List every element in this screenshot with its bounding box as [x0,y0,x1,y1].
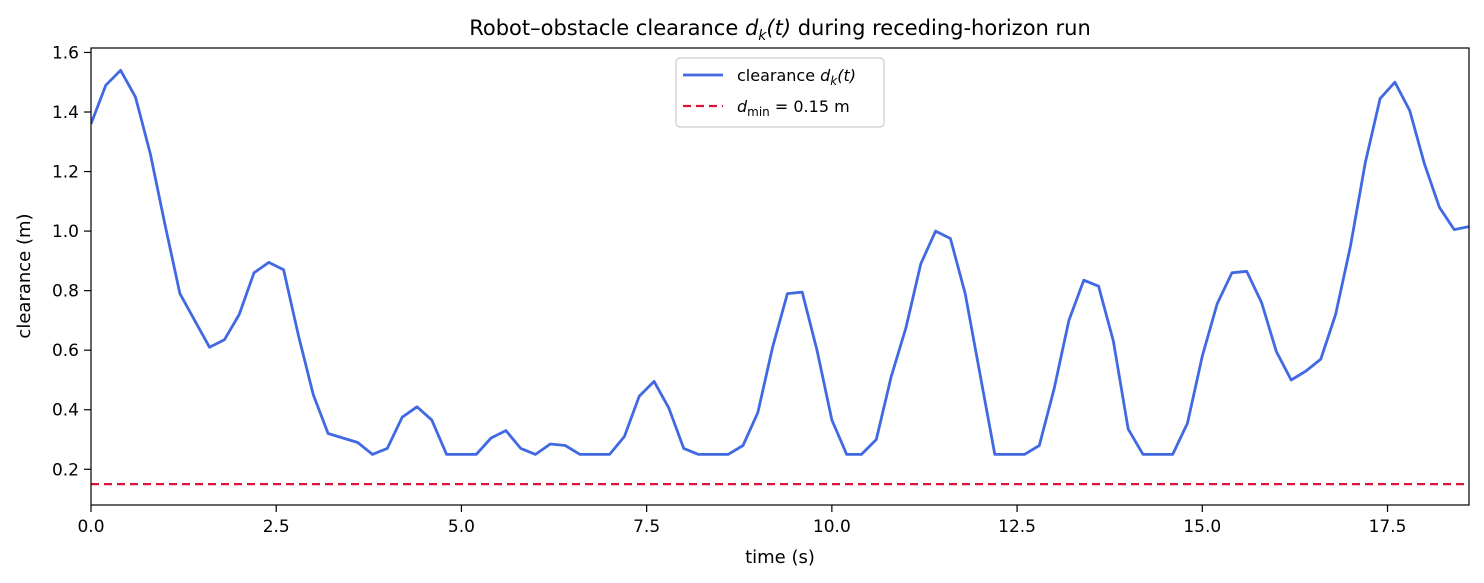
x-tick-label: 2.5 [263,517,290,537]
x-tick-label: 5.0 [448,517,475,537]
y-tick-label: 1.2 [52,163,79,183]
y-tick-label: 0.6 [52,341,79,361]
x-tick-label: 17.5 [1369,517,1407,537]
y-tick-label: 0.8 [52,282,79,302]
legend: clearance dk(t) dmin = 0.15 m [675,57,885,128]
y-tick-label: 1.6 [52,43,79,63]
x-tick-label: 12.5 [998,517,1036,537]
x-tick-label: 15.0 [1183,517,1221,537]
plot-frame [90,47,1470,506]
y-tick-label: 0.4 [52,401,79,421]
y-axis: 0.2 0.4 0.6 0.8 1.0 1.2 1.4 1.6 [52,43,91,480]
x-tick-label: 10.0 [813,517,851,537]
legend-label-dmin: dmin = 0.15 m [737,97,850,119]
legend-box [675,57,885,128]
x-axis-label: time (s) [745,547,815,568]
legend-label-clearance: clearance dk(t) [737,66,856,88]
clearance-series-line [91,68,1469,456]
y-tick-label: 1.0 [52,222,79,242]
chart-title: Robot–obstacle clearance dk(t) during re… [469,16,1091,44]
x-tick-label: 7.5 [633,517,660,537]
y-tick-label: 1.4 [52,103,79,123]
y-tick-label: 0.2 [52,460,79,480]
y-axis-label: clearance (m) [14,213,35,338]
x-axis: 0.0 2.5 5.0 7.5 10.0 12.5 15.0 17.5 [77,505,1406,537]
x-tick-label: 0.0 [77,517,104,537]
